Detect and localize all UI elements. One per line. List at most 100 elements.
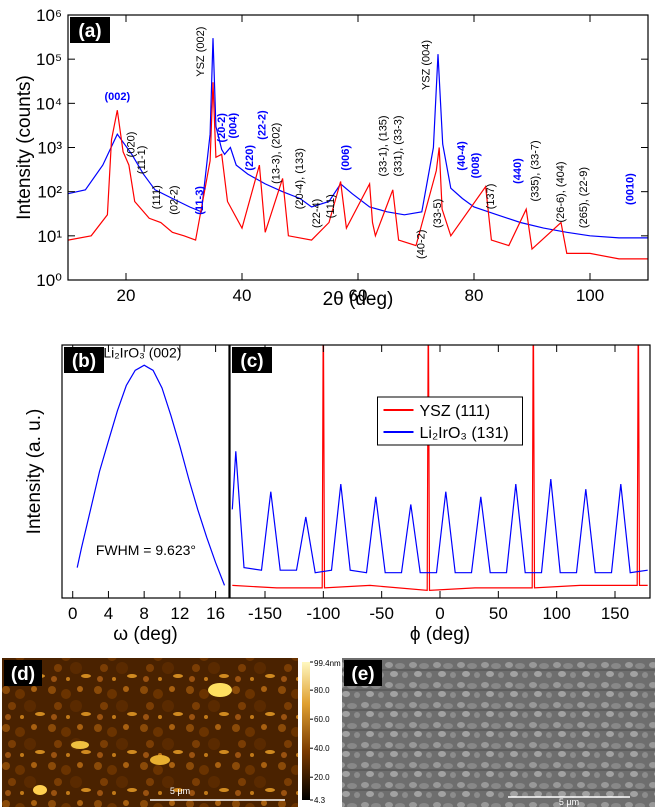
y-axis-label: Intensity (counts) (14, 75, 35, 220)
colorbar (302, 662, 310, 800)
data-line (68, 38, 648, 239)
annotation: Li₂IrO₃ (002) (103, 345, 181, 361)
colorbar-tick-label: 60.0 (314, 715, 330, 724)
annotation: (33-1), (135) (377, 115, 389, 176)
afm-grain (33, 785, 47, 795)
panel-label: (e) (351, 664, 374, 685)
afm-grain (150, 755, 170, 765)
data-line (232, 345, 648, 592)
annotation: (111) (325, 194, 337, 218)
scale-bar-label: 5 μm (170, 786, 190, 796)
annotation: (40-4) (456, 141, 468, 171)
annotation: (11-1) (136, 146, 148, 175)
y-axis-label: Intensity (a. u.) (24, 409, 45, 535)
annotation: (004) (228, 112, 240, 138)
x-tick-label: 16 (206, 604, 225, 623)
x-tick-label: 12 (170, 604, 189, 623)
y-tick-label: 10³ (37, 139, 62, 158)
panel-label-box (4, 660, 42, 686)
plot-frame (67, 14, 649, 281)
panel-label-box (344, 660, 382, 686)
legend-box (377, 396, 523, 446)
y-tick-label: 10⁶ (36, 6, 62, 25)
annotation: (002) (104, 91, 130, 103)
annotation: (11-3) (194, 186, 206, 215)
annotation: (02-2) (169, 185, 181, 214)
annotation: (440) (512, 158, 524, 184)
x-axis-label: 2θ (deg) (323, 289, 394, 310)
x-tick-label: 0 (435, 604, 444, 623)
x-tick-label: 40 (233, 286, 252, 305)
annotation: (13-3), (202) (271, 123, 283, 184)
sem-surface (342, 658, 655, 807)
annotation: (220) (244, 145, 256, 171)
annotation: (22-4) (311, 199, 323, 228)
legend-label: Li₂IrO₃ (131) (420, 425, 509, 442)
panel-label-box (232, 347, 272, 373)
x-tick-label: 50 (489, 604, 508, 623)
colorbar-tick-label: 40.0 (314, 744, 330, 753)
annotation: (20-2) (216, 113, 228, 143)
annotation: (111) (151, 185, 163, 209)
colorbar-tick-label: 20.0 (314, 773, 330, 782)
plot-frame (61, 344, 230, 599)
panel-label: (d) (11, 664, 35, 685)
x-tick-label: 100 (576, 286, 604, 305)
scale-bar-label: 5 μm (559, 797, 579, 807)
x-axis-label: ω (deg) (113, 624, 177, 645)
x-tick-label: 8 (139, 604, 148, 623)
data-line (76, 364, 226, 586)
data-line (231, 451, 648, 574)
annotation: (020) (126, 132, 138, 158)
afm-grain (208, 683, 232, 697)
data-line (68, 82, 648, 260)
panel-label-box (64, 347, 104, 373)
panel-label: (b) (72, 351, 96, 372)
x-tick-label: 80 (465, 286, 484, 305)
colorbar-tick-label: 80.0 (314, 686, 330, 695)
x-tick-label: -100 (306, 604, 340, 623)
annotation: (137) (485, 184, 497, 210)
panel-label: (a) (78, 21, 101, 42)
y-tick-label: 10⁴ (36, 94, 62, 113)
annotation: (40-2) (416, 230, 428, 259)
x-tick-label: 60 (349, 286, 368, 305)
x-tick-label: 20 (117, 286, 136, 305)
annotation: (26-6), (404) (555, 161, 567, 222)
annotation: (33-5) (432, 199, 444, 228)
afm-grain (71, 741, 89, 749)
panel-label: (c) (240, 351, 263, 372)
annotation: (20-4), (133) (294, 148, 306, 209)
legend-label: YSZ (111) (420, 403, 491, 420)
annotation: FWHM = 9.623° (96, 542, 196, 558)
panel-label-box (70, 17, 110, 43)
annotation: (331), (33-3) (392, 115, 404, 176)
x-tick-label: 150 (601, 604, 629, 623)
y-tick-label: 10⁰ (36, 271, 62, 290)
x-tick-label: -50 (369, 604, 394, 623)
x-axis-label: ϕ (deg) (410, 624, 470, 645)
x-tick-label: 0 (68, 604, 77, 623)
plot-frame (229, 344, 651, 599)
annotation: (008) (470, 152, 482, 178)
annotation: (0010) (624, 173, 636, 205)
x-tick-label: 100 (542, 604, 570, 623)
annotation: (265), (22-9) (578, 167, 590, 228)
y-tick-label: 10⁵ (36, 50, 62, 69)
sem-image (342, 658, 655, 807)
annotation: YSZ (002) (195, 27, 207, 77)
x-tick-label: -150 (248, 604, 282, 623)
annotation: (006) (340, 145, 352, 171)
colorbar-tick-label: 99.4nm (314, 659, 341, 668)
afm-image (2, 658, 310, 807)
annotation: YSZ (004) (420, 40, 432, 90)
y-tick-label: 10² (37, 183, 62, 202)
x-tick-label: 4 (104, 604, 113, 623)
y-tick-label: 10¹ (37, 227, 62, 246)
colorbar-tick-label: 4.3 (314, 796, 326, 805)
afm-surface (2, 658, 298, 807)
annotation: (22-2) (257, 110, 269, 140)
annotation: (335), (33-7) (529, 140, 541, 201)
